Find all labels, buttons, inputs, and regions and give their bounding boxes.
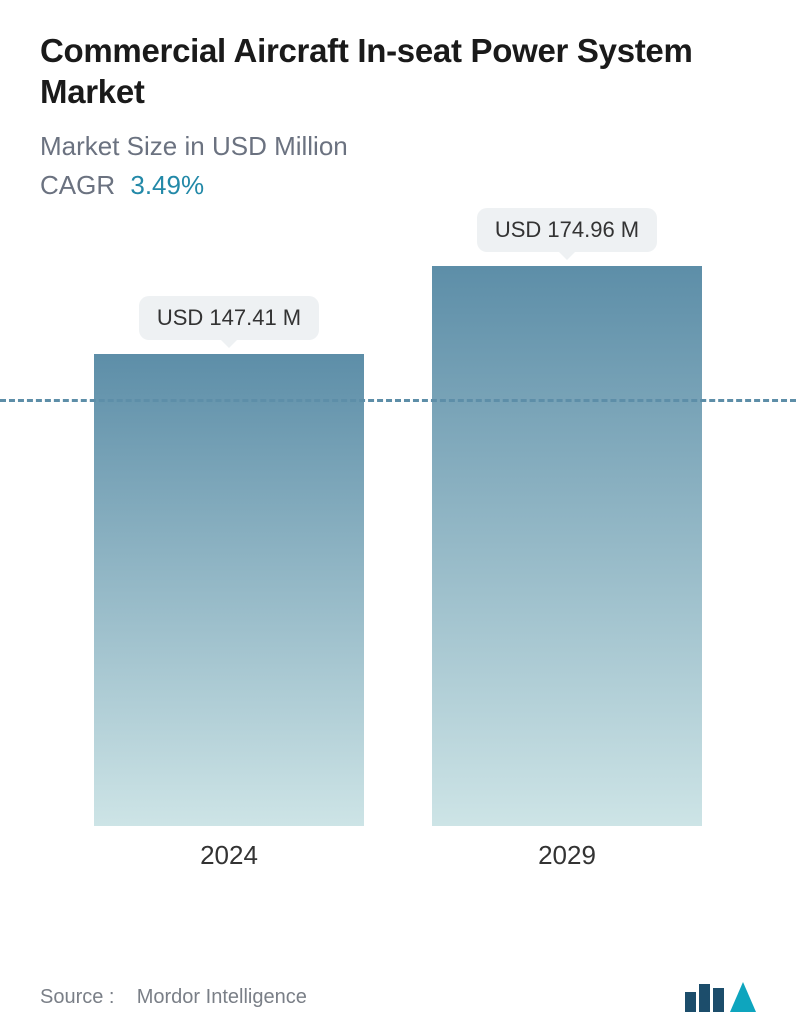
chart-title: Commercial Aircraft In-seat Power System… [40, 30, 756, 113]
source-label: Source : [40, 986, 114, 1008]
reference-line [0, 399, 796, 402]
source-text: Source : Mordor Intelligence [40, 986, 307, 1009]
brand-logo [685, 982, 756, 1012]
chart-container: Commercial Aircraft In-seat Power System… [0, 0, 796, 1034]
chart-area: USD 147.41 M2024USD 174.96 M2029 [40, 251, 756, 921]
logo-bar-icon [713, 988, 724, 1012]
chart-subtitle: Market Size in USD Million [40, 131, 756, 162]
value-badge: USD 174.96 M [477, 208, 657, 252]
value-badge: USD 147.41 M [139, 296, 319, 340]
source-name: Mordor Intelligence [137, 986, 307, 1008]
cagr-label: CAGR [40, 170, 115, 200]
category-label: 2029 [538, 840, 596, 871]
bar-group: USD 147.41 M 2024 [94, 296, 364, 871]
footer: Source : Mordor Intelligence [40, 982, 756, 1012]
logo-triangle-icon [730, 982, 756, 1012]
bar-group: USD 174.96 M 2029 [432, 208, 702, 871]
bars-wrapper: USD 147.41 M2024USD 174.96 M2029 [40, 251, 756, 871]
logo-bar-icon [685, 992, 696, 1012]
category-label: 2024 [200, 840, 258, 871]
bar [432, 266, 702, 826]
logo-bar-icon [699, 984, 710, 1012]
cagr-row: CAGR 3.49% [40, 170, 756, 201]
bar [94, 354, 364, 826]
cagr-value: 3.49% [130, 170, 204, 200]
